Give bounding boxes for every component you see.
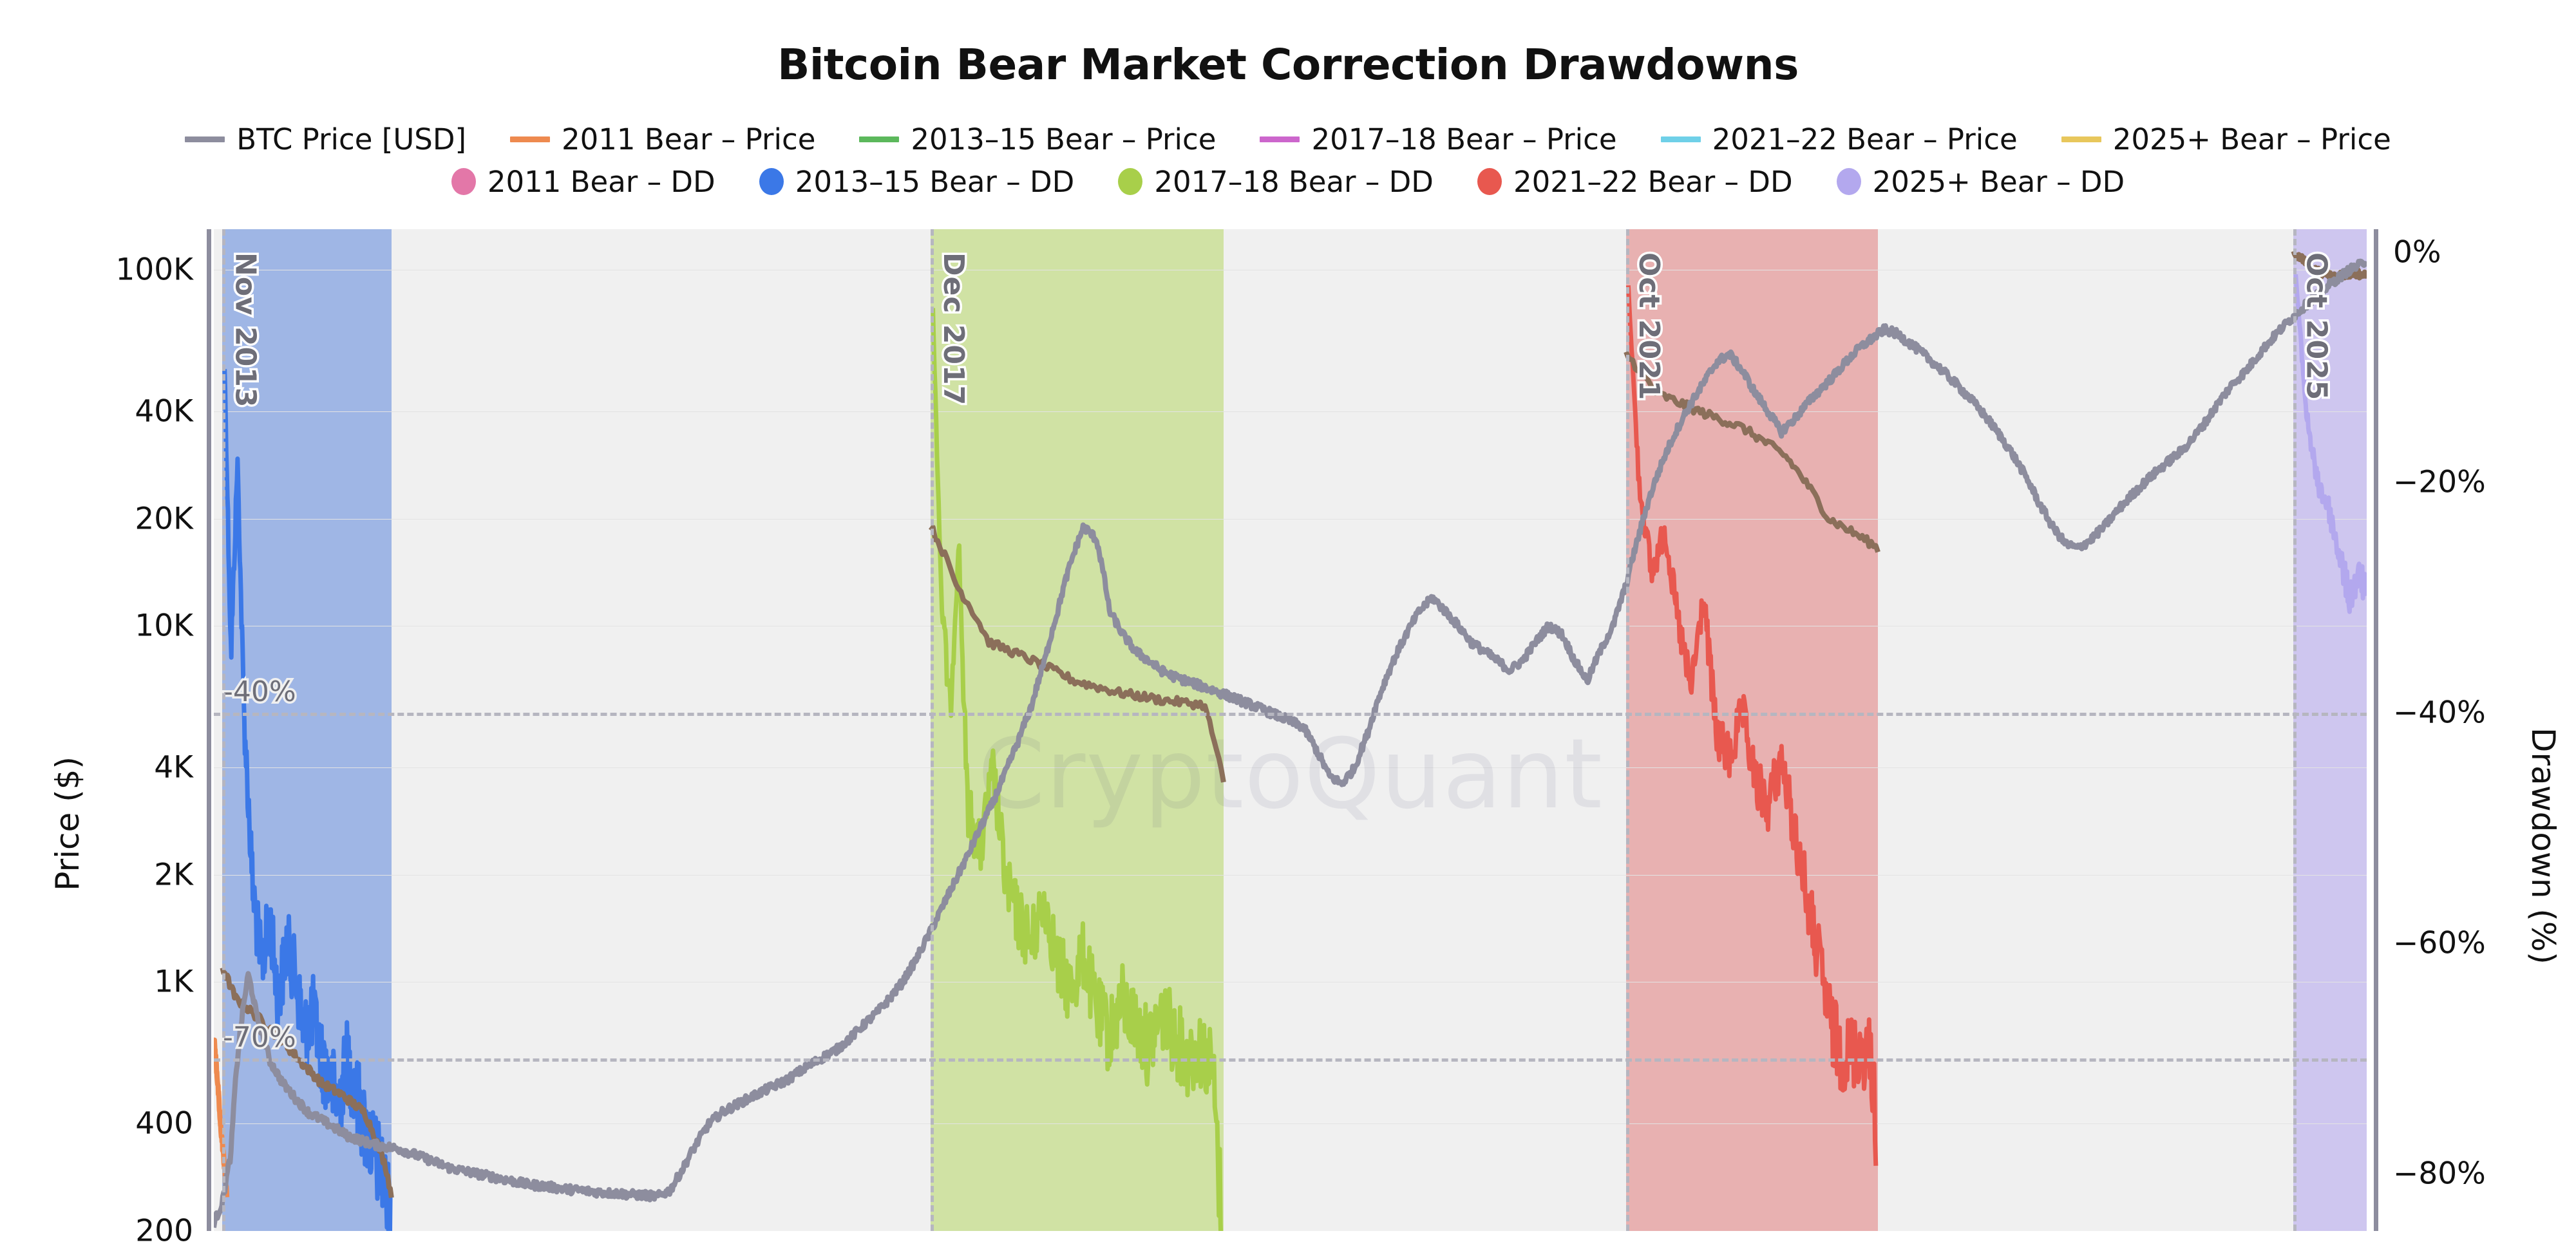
legend-line-icon	[1260, 136, 1300, 142]
vline-2021-22	[1626, 229, 1633, 1231]
y-tick-left: 1K	[154, 964, 193, 1000]
y-tick-left: 200	[135, 1213, 193, 1249]
legend-marker-icon	[759, 168, 784, 195]
legend-label: 2021–22 Bear – Price	[1712, 122, 2018, 156]
y-tick-right: 0%	[2393, 234, 2441, 270]
series-lines	[214, 250, 2367, 1231]
legend-label: 2013–15 Bear – DD	[795, 164, 1075, 199]
y-tick-left: 2K	[154, 857, 193, 893]
series-btc-price-usd-	[214, 258, 2367, 1228]
band-label-2017-18: Dec 2017	[935, 250, 972, 408]
plot-area: CryptoQuant -40% -70% Nov 2013 Dec 2017 Oct…	[214, 229, 2367, 1231]
legend-item-price-1[interactable]: 2011 Bear – Price	[510, 122, 815, 156]
vline-2017-18	[931, 229, 937, 1231]
y-tick-left: 40K	[135, 393, 193, 429]
legend-line-icon	[859, 136, 900, 142]
series-2025-bear-price	[2291, 250, 2367, 282]
page-title: Bitcoin Bear Market Correction Drawdowns	[777, 40, 1799, 89]
y-tick-left: 4K	[154, 749, 193, 785]
legend-label: 2021–22 Bear – DD	[1513, 164, 1793, 199]
legend-label: 2025+ Bear – DD	[1872, 164, 2125, 199]
right-axis-label: Drawdown (%)	[2524, 728, 2562, 964]
left-axis-spine	[207, 229, 211, 1231]
legend-label: 2011 Bear – DD	[487, 164, 715, 199]
legend-marker-icon	[1836, 168, 1861, 195]
series-2021-22-bear-price	[1624, 351, 1880, 553]
y-tick-right: −20%	[2393, 464, 2486, 500]
band-label-2025+: Oct 2025	[2298, 250, 2335, 402]
chart-legend: BTC Price [USD] 2011 Bear – Price 2013–15 …	[0, 118, 2576, 203]
legend-item-price-2[interactable]: 2013–15 Bear – Price	[859, 122, 1216, 156]
y-tick-right: −40%	[2393, 695, 2486, 731]
legend-item-dd-4[interactable]: 2025+ Bear – DD	[1836, 164, 2125, 199]
legend-item-dd-3[interactable]: 2021–22 Bear – DD	[1477, 165, 1793, 199]
legend-item-price-4[interactable]: 2021–22 Bear – Price	[1660, 122, 2018, 156]
gridline	[214, 518, 2367, 520]
y-tick-left: 100K	[115, 252, 193, 288]
vline-2025+	[2293, 229, 2300, 1231]
y-tick-left: 10K	[135, 608, 193, 644]
refline--70%	[214, 1058, 2367, 1062]
series-2025-bear-dd	[2293, 274, 2367, 614]
gridline	[214, 767, 2367, 769]
series-2013-15-bear-price	[220, 967, 394, 1198]
y-tick-right: −80%	[2393, 1156, 2486, 1192]
legend-item-dd-0[interactable]: 2011 Bear – DD	[451, 165, 715, 199]
band-label-2013-15: Nov 2013	[227, 250, 264, 411]
legend-item-dd-1[interactable]: 2013–15 Bear – DD	[759, 164, 1075, 199]
legend-label: 2025+ Bear – Price	[2112, 122, 2391, 156]
legend-label: 2017–18 Bear – DD	[1154, 164, 1434, 199]
legend-label: 2011 Bear – Price	[562, 122, 816, 156]
legend-line-icon	[185, 136, 225, 142]
legend-label: 2013–15 Bear – Price	[911, 122, 1217, 156]
y-tick-right: −60%	[2393, 925, 2486, 961]
band-label-2021-22: Oct 2021	[1631, 250, 1668, 402]
gridline	[214, 874, 2367, 876]
right-axis-spine	[2374, 229, 2378, 1231]
y-tick-left: 20K	[135, 501, 193, 537]
refline-label--70%: -70%	[221, 1019, 299, 1056]
legend-line-icon	[2061, 136, 2101, 142]
gridline	[214, 1123, 2367, 1125]
left-axis-label: Price ($)	[49, 756, 86, 891]
legend-item-price-5[interactable]: 2025+ Bear – Price	[2061, 122, 2391, 156]
refline-label--40%: -40%	[221, 673, 299, 711]
refline--40%	[214, 713, 2367, 717]
y-tick-left: 400	[135, 1105, 193, 1141]
legend-marker-icon	[451, 168, 476, 195]
legend-item-dd-2[interactable]: 2017–18 Bear – DD	[1118, 165, 1434, 199]
series-2017-18-bear-dd	[931, 308, 1224, 1231]
legend-line-icon	[1660, 136, 1701, 142]
legend-marker-icon	[1477, 168, 1502, 195]
series-2017-18-bear-price	[929, 525, 1226, 783]
legend-line-icon	[510, 136, 551, 142]
legend-item-price-3[interactable]: 2017–18 Bear – Price	[1260, 122, 1617, 156]
series-2013-15-bear-dd	[222, 369, 393, 1231]
legend-row-price: BTC Price [USD] 2011 Bear – Price 2013–15 …	[0, 118, 2576, 160]
legend-marker-icon	[1118, 168, 1143, 195]
legend-item-price-0[interactable]: BTC Price [USD]	[185, 122, 466, 156]
legend-label: 2017–18 Bear – Price	[1311, 122, 1617, 156]
legend-label: BTC Price [USD]	[236, 122, 467, 156]
legend-row-drawdown: 2011 Bear – DD 2013–15 Bear – DD 2017–18 B…	[0, 160, 2576, 203]
gridline	[214, 411, 2367, 413]
series-2021-22-bear-dd	[1625, 285, 1879, 1166]
vline-2013-15	[222, 229, 229, 1231]
